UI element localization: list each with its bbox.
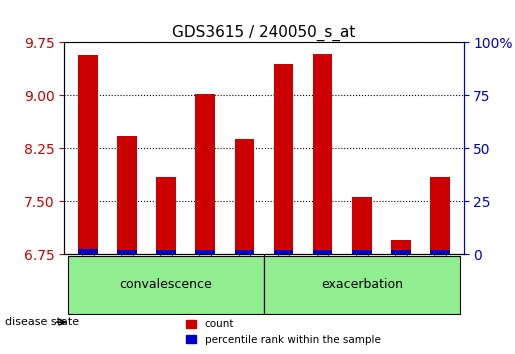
Bar: [117, 137, 137, 255]
Text: GSM401292: GSM401292: [318, 255, 327, 310]
Bar: [352, 250, 371, 255]
FancyBboxPatch shape: [264, 256, 459, 314]
FancyBboxPatch shape: [68, 256, 264, 314]
Text: GSM401290: GSM401290: [279, 255, 288, 310]
Title: GDS3615 / 240050_s_at: GDS3615 / 240050_s_at: [172, 25, 356, 41]
Bar: [273, 64, 293, 255]
Bar: [391, 240, 410, 255]
Bar: [78, 55, 98, 255]
Bar: [273, 250, 293, 255]
Bar: [78, 249, 98, 255]
Text: GSM401291: GSM401291: [123, 255, 131, 310]
Bar: [430, 177, 450, 255]
Text: GSM401297: GSM401297: [240, 255, 249, 310]
Bar: [313, 250, 332, 255]
Bar: [235, 139, 254, 255]
Text: GSM401298: GSM401298: [436, 255, 444, 310]
Bar: [430, 250, 450, 255]
Bar: [196, 94, 215, 255]
Text: disease state: disease state: [5, 317, 79, 327]
Bar: [235, 250, 254, 255]
Bar: [313, 55, 332, 255]
Text: convalescence: convalescence: [120, 278, 213, 291]
Bar: [157, 250, 176, 255]
Text: GSM401296: GSM401296: [397, 255, 405, 310]
Bar: [391, 250, 410, 255]
Bar: [117, 250, 137, 255]
Text: exacerbation: exacerbation: [321, 278, 403, 291]
Bar: [352, 197, 371, 255]
Text: GSM401289: GSM401289: [83, 255, 92, 310]
Text: GSM401293: GSM401293: [162, 255, 170, 310]
Legend: count, percentile rank within the sample: count, percentile rank within the sample: [182, 315, 385, 349]
Text: GSM401294: GSM401294: [357, 255, 366, 310]
Text: GSM401295: GSM401295: [201, 255, 210, 310]
Bar: [157, 177, 176, 255]
Bar: [196, 250, 215, 255]
